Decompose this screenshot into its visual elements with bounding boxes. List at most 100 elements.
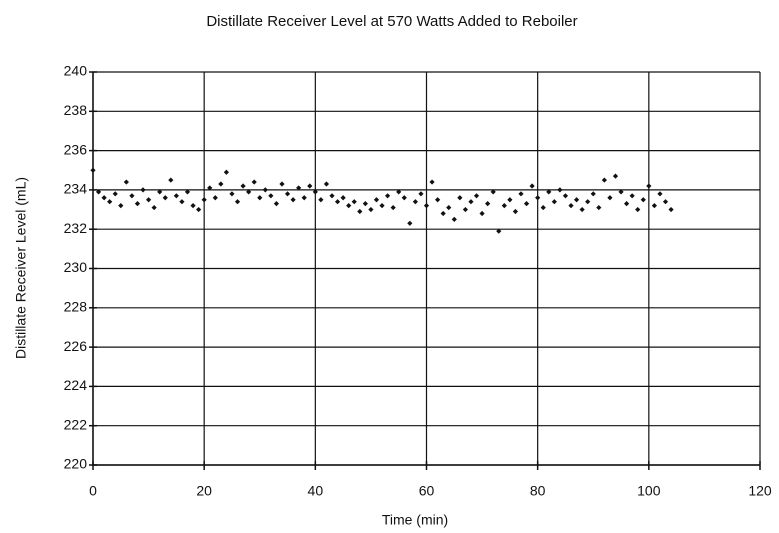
data-point [568,203,574,209]
data-point [479,210,485,217]
x-tick-label: 0 [89,483,97,499]
y-tick-label: 232 [64,220,88,236]
y-axis-label: Distillate Receiver Level (mL) [13,177,29,359]
y-tick-label: 220 [64,456,88,472]
data-point [151,204,157,211]
data-point [334,199,341,205]
data-point [168,177,174,183]
data-point [296,185,302,191]
data-point [240,183,246,189]
data-point [523,201,530,207]
x-tick-label: 60 [419,483,435,499]
data-point [540,204,546,211]
data-point [473,193,480,199]
data-point [212,195,218,201]
data-point [379,203,385,209]
data-point [145,197,152,203]
data-point [157,189,163,195]
data-point [184,189,191,195]
data-point [268,193,274,199]
data-point [624,201,630,207]
data-point [640,197,646,203]
y-tick-label: 224 [64,377,88,393]
data-point [301,195,307,201]
data-point [201,197,207,203]
data-point [162,195,168,201]
y-tick-label: 238 [64,102,88,118]
data-point [368,206,374,213]
data-point [668,206,674,213]
data-point [662,199,669,205]
data-point [351,199,357,205]
y-tick-label: 228 [64,299,88,315]
data-point [390,204,396,211]
data-point [123,179,129,185]
y-tick-label: 230 [64,259,88,275]
data-point [129,193,135,199]
data-point [329,193,335,199]
data-point [118,203,124,209]
data-point [312,189,318,195]
data-point [357,208,363,215]
data-point [529,183,535,189]
data-point [496,228,502,234]
data-point [95,189,102,195]
data-point [246,189,252,195]
data-point [190,203,196,209]
data-point [618,189,624,195]
y-tick-label: 222 [64,416,88,432]
data-point [234,199,241,205]
data-point [590,191,596,197]
data-point [340,195,346,201]
data-point [596,204,602,211]
data-point [412,199,418,205]
data-point [657,191,663,197]
data-point [601,177,607,183]
data-point [346,203,352,209]
y-tick-label: 226 [64,338,88,354]
data-point [546,189,552,195]
data-point [646,183,652,189]
data-point [318,197,324,203]
data-point [435,197,441,203]
data-point [384,193,391,199]
data-point [396,189,402,195]
data-point [562,193,569,199]
y-tick-label: 240 [64,63,88,79]
data-point [407,220,413,226]
y-tick-label: 236 [64,141,88,157]
y-tick-label: 234 [64,181,88,197]
data-point [257,195,263,201]
data-point [423,203,430,209]
data-point [418,191,424,197]
data-point [535,195,541,201]
data-point [251,179,257,185]
data-point [140,187,146,193]
data-point [629,193,635,199]
data-point [635,206,641,213]
data-point [585,199,591,205]
data-point [607,195,613,201]
data-point [446,204,452,211]
x-tick-label: 120 [748,483,772,499]
data-point [262,187,268,193]
x-tick-label: 80 [530,483,546,499]
data-point [401,195,407,201]
data-point [440,210,446,217]
data-point [429,179,435,185]
data-point [279,181,285,187]
data-point [307,183,313,189]
data-point [551,199,557,205]
data-point [451,216,457,222]
data-point [112,191,118,197]
x-tick-label: 20 [196,483,212,499]
data-point [612,173,619,179]
data-point [485,201,491,207]
data-point [229,191,235,197]
data-point [218,181,224,187]
data-point [323,181,330,187]
data-point [490,189,496,195]
data-point [290,197,296,203]
data-point [573,197,580,203]
